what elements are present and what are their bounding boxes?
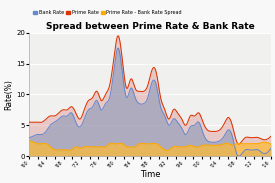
X-axis label: Time: Time xyxy=(140,170,160,179)
Y-axis label: Rate(%): Rate(%) xyxy=(4,79,13,110)
Title: Spread between Prime Rate & Bank Rate: Spread between Prime Rate & Bank Rate xyxy=(46,22,254,31)
Legend: Bank Rate, Prime Rate, Prime Rate - Bank Rate Spread: Bank Rate, Prime Rate, Prime Rate - Bank… xyxy=(32,8,184,17)
